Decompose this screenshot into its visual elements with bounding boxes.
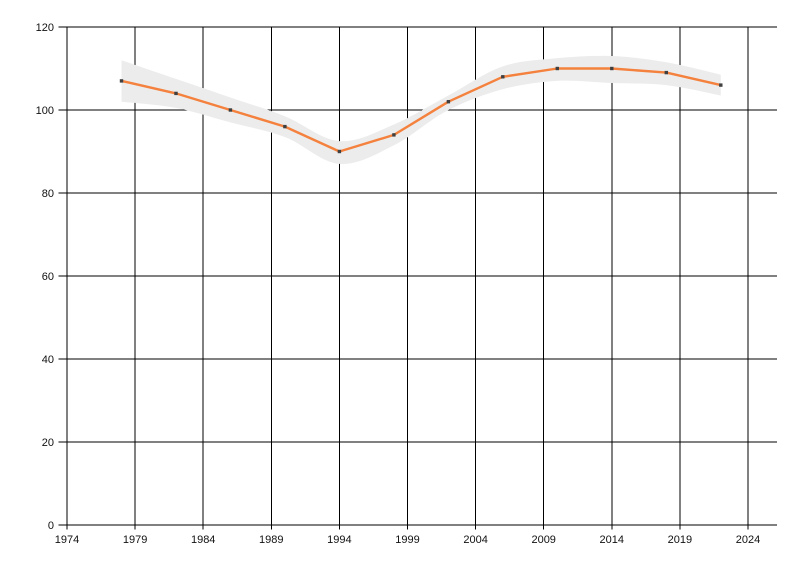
data-point-marker-2010 — [555, 66, 559, 71]
x-tick-label-2024: 2024 — [736, 534, 760, 546]
data-point-marker-1978 — [119, 79, 124, 83]
data-point-marker-2006 — [501, 75, 505, 79]
y-tick-label-0: 0 — [48, 520, 54, 532]
data-point-marker-1982 — [174, 91, 178, 96]
x-tick-label-2019: 2019 — [668, 534, 692, 546]
data-point-marker-1986 — [228, 108, 233, 112]
data-point-marker-2018 — [664, 70, 668, 75]
data-point-markers — [119, 66, 723, 154]
data-point-marker-2014 — [610, 66, 614, 71]
data-point-marker-2002 — [446, 100, 451, 104]
y-tick-label-60: 60 — [42, 271, 54, 283]
y-tick-label-100: 100 — [36, 105, 54, 117]
x-tick-label-1999: 1999 — [395, 534, 419, 546]
y-tick-label-120: 120 — [36, 22, 54, 34]
data-point-marker-1994 — [337, 149, 342, 154]
x-tick-label-2014: 2014 — [600, 534, 624, 546]
x-tick-label-1994: 1994 — [327, 534, 351, 546]
x-tick-label-2009: 2009 — [531, 534, 555, 546]
data-point-marker-1990 — [283, 124, 287, 129]
confidence-band — [121, 55, 721, 165]
y-axis-labels: 0 20 40 60 80 100 120 — [36, 22, 54, 532]
x-tick-label-1979: 1979 — [123, 534, 147, 546]
x-tick-label-1984: 1984 — [191, 534, 215, 546]
y-tick-label-20: 20 — [42, 437, 54, 449]
data-line — [120, 67, 722, 153]
y-tick-label-40: 40 — [42, 354, 54, 366]
x-axis-labels: 1974 1979 1984 1989 1994 1999 2004 2009 2014 2019… — [55, 534, 760, 546]
x-tick-label-1974: 1974 — [55, 534, 79, 546]
data-point-marker-1998 — [392, 133, 396, 137]
x-tick-label-1989: 1989 — [259, 534, 283, 546]
y-tick-label-80: 80 — [42, 188, 54, 200]
data-point-marker-2022 — [719, 83, 723, 87]
x-tick-label-2004: 2004 — [463, 534, 487, 546]
